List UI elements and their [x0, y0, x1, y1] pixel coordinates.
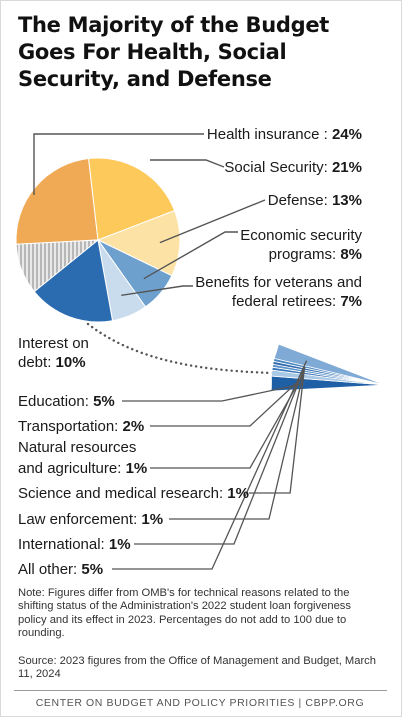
label-defense: Defense: 13%: [268, 192, 362, 209]
label-law-enforcement: Law enforcement: 1%: [18, 511, 163, 528]
fan-leader-law-enforcement: [169, 368, 306, 520]
chart-title: The Majority of the Budget Goes For Heal…: [18, 13, 330, 91]
footer-credit: CENTER ON BUDGET AND POLICY PRIORITIES |…: [35, 697, 365, 709]
pie-slice-defense: [96, 209, 181, 277]
other-breakdown-labels: Education: 5% Transportation: 2% Natural r…: [18, 393, 249, 578]
main-pie-leaders: [33, 133, 266, 296]
other-breakdown-fan: [270, 343, 386, 392]
pie-slice-social-security: [88, 157, 176, 241]
footnote: Note: Figures differ from OMB's for tech…: [18, 587, 351, 640]
pie-slice-interest-on-debt: [15, 239, 100, 293]
leader-line-veterans: [121, 285, 193, 296]
main-pie-labels: Health insurance : 24% Social Security: 2…: [18, 126, 362, 371]
main-pie: [15, 157, 181, 323]
label-science-and-medical-research: Science and medical research: 1%: [18, 485, 249, 502]
pie-slice-other: [33, 239, 114, 323]
leader-line-economic-security: [143, 231, 238, 280]
label-social-security: Social Security: 21%: [224, 159, 362, 176]
fan-leader-transportation: [150, 375, 304, 427]
label-benefits-for-veterans-and-federal-retirees: Benefits for veterans and federal retiree…: [195, 274, 362, 310]
source-note: Source: 2023 figures from the Office of …: [18, 655, 376, 681]
dotted-connector-arrow: [86, 322, 306, 376]
label-education: Education: 5%: [18, 393, 115, 410]
label-transportation: Transportation: 2%: [18, 418, 144, 435]
label-economic-security-programs: Economic security programs: 8%: [240, 227, 362, 263]
leader-line-social-security: [150, 159, 225, 168]
fan-leader-science-and-medical-research: [249, 371, 305, 494]
fan-leader-education: [122, 383, 304, 402]
label-health-insurance: Health insurance : 24%: [207, 126, 362, 143]
fan-slice-all-other: [273, 343, 386, 386]
label-all-other: All other: 5%: [18, 561, 103, 578]
label-international: International: 1%: [18, 536, 131, 553]
leader-line-health: [33, 133, 204, 195]
label-natural-resources-and-agriculture: Natural resources and agriculture: 1%: [18, 439, 147, 477]
label-interest-on-debt: Interest on debt: 10%: [18, 335, 89, 371]
pie-slice-health-insurance: [15, 157, 99, 245]
leader-line-defense: [159, 199, 266, 244]
fan-leader-all-other: [112, 360, 308, 570]
footer-divider: [14, 690, 387, 691]
other-breakdown-leaders: [112, 360, 308, 570]
budget-chart: Health insurance : 24% Social Security: 2…: [15, 126, 386, 578]
fan-leader-international: [134, 366, 306, 545]
